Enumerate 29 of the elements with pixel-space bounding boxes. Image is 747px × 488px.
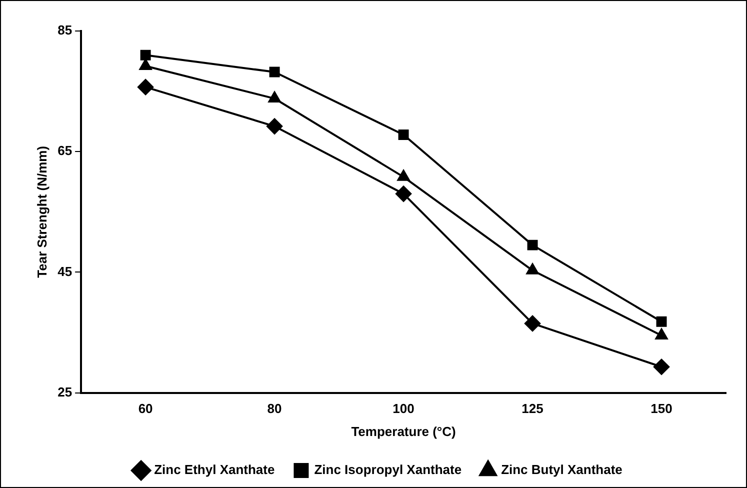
x-tick-label: 80 <box>267 401 282 416</box>
x-axis-title: Temperature (°C) <box>351 424 456 439</box>
legend-label: Zinc Butyl Xanthate <box>501 462 622 478</box>
point <box>654 358 670 375</box>
legend-label: Zinc Isopropyl Xanthate <box>314 462 462 478</box>
point <box>140 50 151 60</box>
point <box>656 316 667 327</box>
point <box>266 118 283 134</box>
y-tick-label: 25 <box>58 384 72 400</box>
point <box>138 79 154 96</box>
x-tick-label: 125 <box>522 401 544 416</box>
point <box>524 315 541 332</box>
y-tick-label: 65 <box>58 143 72 158</box>
point <box>269 66 280 78</box>
point <box>398 129 409 140</box>
y-tick-label: 45 <box>58 264 72 279</box>
x-tick-label: 60 <box>138 401 153 416</box>
point <box>396 186 412 202</box>
y-tick-label: 85 <box>58 22 72 38</box>
point <box>139 58 152 70</box>
point <box>268 92 281 103</box>
legend-label: Zinc Ethyl Xanthate <box>154 462 275 478</box>
point <box>527 240 538 250</box>
point <box>655 328 668 340</box>
y-axis-title: Tear Strenght (N/mm) <box>34 146 50 278</box>
x-tick-label: 150 <box>650 401 672 416</box>
x-tick-label: 100 <box>392 401 414 416</box>
point <box>397 170 410 181</box>
point <box>526 263 539 274</box>
